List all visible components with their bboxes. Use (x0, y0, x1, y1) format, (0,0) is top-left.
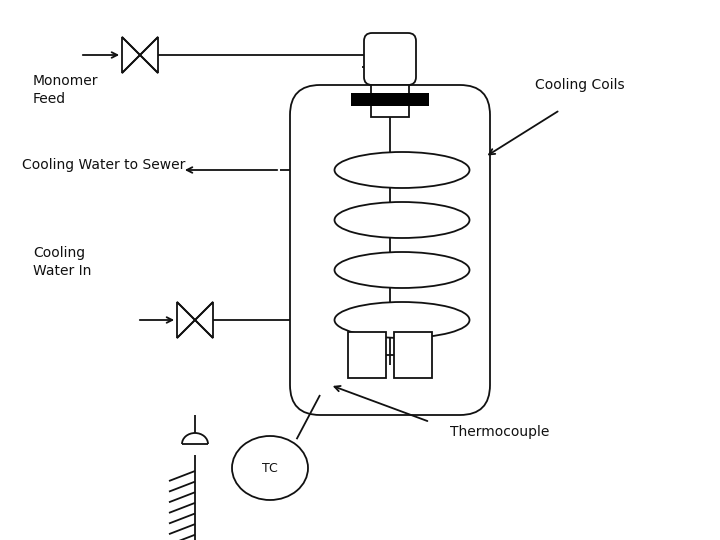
Text: Monomer
Feed: Monomer Feed (33, 74, 99, 106)
Text: Cooling Water to Sewer: Cooling Water to Sewer (22, 158, 185, 172)
Bar (348, 332, 386, 378)
Ellipse shape (335, 152, 469, 188)
Polygon shape (122, 37, 140, 73)
Text: TC: TC (262, 462, 278, 475)
Ellipse shape (335, 252, 469, 288)
Text: Cooling
Water In: Cooling Water In (33, 246, 91, 278)
Ellipse shape (335, 202, 469, 238)
Polygon shape (177, 302, 195, 338)
FancyBboxPatch shape (290, 85, 490, 415)
FancyBboxPatch shape (364, 33, 416, 85)
Bar (351, 92, 429, 105)
Polygon shape (195, 302, 213, 338)
Polygon shape (140, 37, 158, 73)
Text: Cooling Coils: Cooling Coils (535, 78, 625, 92)
Bar (394, 332, 432, 378)
Text: Thermocouple: Thermocouple (450, 425, 549, 439)
Bar (371, 85, 409, 117)
Ellipse shape (232, 436, 308, 500)
Ellipse shape (335, 302, 469, 338)
